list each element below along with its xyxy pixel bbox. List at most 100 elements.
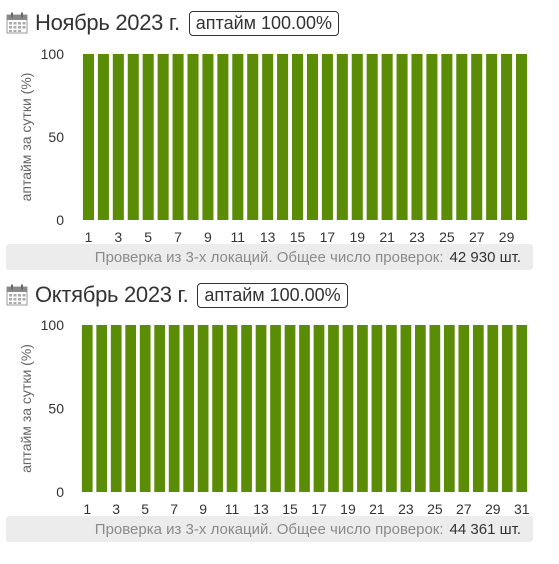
bar	[82, 54, 94, 220]
bar	[168, 325, 180, 492]
x-tick-label: 7	[170, 501, 178, 517]
x-tick-label: 31	[514, 501, 530, 517]
bar	[232, 54, 244, 220]
uptime-badge: аптайм 100.00%	[188, 10, 340, 36]
month-block-november: Ноябрь 2023 г. аптайм 100.00% аптайм за …	[0, 0, 559, 272]
bar	[226, 325, 238, 492]
bar	[471, 54, 483, 220]
bar	[441, 54, 453, 220]
x-tick-label: 1	[83, 501, 91, 517]
checks-note: Проверка из 3-х локаций. Общее число про…	[94, 248, 444, 266]
calendar-icon	[6, 284, 28, 306]
checks-count: 42 930 шт.	[449, 248, 521, 266]
bar	[284, 325, 296, 492]
bar	[96, 325, 108, 492]
y-tick-label: 50	[48, 129, 64, 145]
checks-footer: Проверка из 3-х локаций. Общее число про…	[6, 244, 533, 270]
x-tick-label: 19	[349, 229, 365, 245]
bar	[501, 325, 513, 492]
y-axis-label: аптайм за сутки (%)	[18, 344, 34, 473]
bar	[501, 54, 513, 220]
bar	[157, 54, 169, 220]
x-tick-label: 17	[320, 229, 336, 245]
x-tick-label: 29	[499, 229, 515, 245]
bar	[429, 325, 441, 492]
uptime-badge: аптайм 100.00%	[197, 282, 348, 308]
month-header: Октябрь 2023 г. аптайм 100.00%	[6, 282, 348, 308]
bar	[381, 54, 393, 220]
bar	[411, 54, 423, 220]
bar	[97, 54, 109, 220]
bar	[342, 325, 354, 492]
bar	[270, 325, 281, 492]
month-title: Ноябрь 2023 г.	[35, 10, 180, 35]
bar	[127, 54, 139, 220]
bar	[336, 54, 348, 220]
x-tick-label: 27	[469, 229, 485, 245]
bar	[81, 325, 93, 492]
y-tick-label: 100	[41, 317, 65, 333]
bar	[299, 325, 310, 492]
month-block-october: Октябрь 2023 г. аптайм 100.00% аптайм за…	[0, 272, 559, 564]
bar	[321, 54, 333, 220]
x-tick-label: 15	[290, 229, 306, 245]
bar	[183, 325, 194, 492]
x-tick-label: 23	[398, 501, 414, 517]
bar	[217, 54, 229, 220]
x-tick-label: 21	[369, 501, 385, 517]
bar	[313, 325, 325, 492]
bar	[255, 325, 267, 492]
bar	[241, 325, 252, 492]
bar	[472, 325, 484, 492]
month-title: Октябрь 2023 г.	[35, 282, 189, 307]
bar	[197, 325, 209, 492]
bar	[110, 325, 122, 492]
bar	[154, 325, 166, 492]
month-header: Ноябрь 2023 г. аптайм 100.00%	[6, 10, 340, 36]
bar	[456, 54, 468, 220]
bar	[172, 54, 184, 220]
bar	[400, 325, 412, 492]
bar	[516, 54, 528, 220]
checks-footer: Проверка из 3-х локаций. Общее число про…	[6, 516, 533, 542]
bar	[202, 54, 214, 220]
x-tick-label: 7	[174, 229, 182, 245]
y-tick-label: 100	[41, 46, 65, 62]
x-tick-label: 9	[199, 501, 207, 517]
bar	[426, 54, 438, 220]
x-tick-label: 13	[253, 501, 269, 517]
bar	[247, 54, 259, 220]
bar	[516, 325, 528, 492]
y-tick-label: 50	[48, 401, 64, 417]
y-tick-label: 0	[56, 484, 64, 500]
x-tick-label: 5	[144, 229, 152, 245]
x-tick-label: 15	[282, 501, 298, 517]
x-tick-label: 1	[85, 229, 93, 245]
y-axis-label: аптайм за сутки (%)	[18, 73, 34, 202]
bar	[357, 325, 368, 492]
bar	[443, 325, 455, 492]
bar	[139, 325, 151, 492]
x-tick-label: 21	[379, 229, 395, 245]
bar	[328, 325, 339, 492]
bar	[125, 325, 137, 492]
bar	[396, 54, 408, 220]
x-tick-label: 13	[260, 229, 276, 245]
x-tick-label: 19	[340, 501, 356, 517]
bar	[142, 54, 154, 220]
x-tick-label: 23	[409, 229, 425, 245]
x-tick-label: 25	[439, 229, 455, 245]
x-tick-label: 17	[311, 501, 327, 517]
x-tick-label: 11	[231, 229, 246, 245]
x-tick-label: 25	[427, 501, 443, 517]
x-tick-label: 3	[114, 229, 122, 245]
x-tick-label: 29	[485, 501, 501, 517]
checks-count: 44 361 шт.	[449, 520, 521, 538]
bar	[366, 54, 378, 220]
bar	[371, 325, 383, 492]
bar	[415, 325, 426, 492]
checks-note: Проверка из 3-х локаций. Общее число про…	[94, 520, 444, 538]
bar	[212, 325, 223, 492]
